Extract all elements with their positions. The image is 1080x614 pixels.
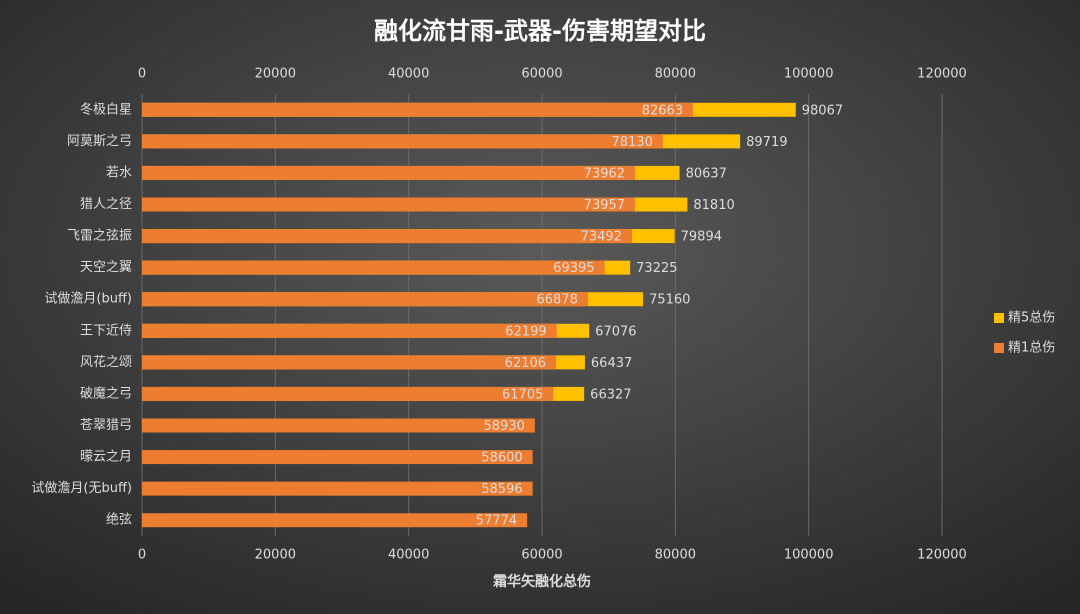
x-tick-label: 20000 (255, 67, 296, 82)
bar (142, 323, 557, 338)
y-tick-label: 冬极白星 (80, 101, 132, 117)
x-axis-label: 霜华矢融化总伤 (492, 573, 591, 590)
bar (142, 386, 554, 401)
data-label: 57774 (476, 514, 517, 529)
y-tick-label: 曚云之月 (80, 450, 132, 465)
x-tick-label: 20000 (255, 548, 296, 563)
y-tick-label: 苍翠猎弓 (80, 418, 132, 433)
data-label: 58600 (481, 451, 522, 466)
data-label: 78130 (612, 135, 653, 150)
data-label: 82663 (642, 103, 683, 118)
y-tick-label: 绝弦 (106, 512, 132, 528)
data-label: 73962 (584, 166, 625, 181)
data-label: 73225 (636, 261, 677, 276)
bar (142, 134, 663, 149)
bar (142, 513, 528, 528)
x-tick-label: 120000 (917, 548, 967, 563)
y-tick-label: 阿莫斯之弓 (67, 134, 132, 149)
data-label: 62106 (505, 356, 546, 371)
bar (142, 292, 588, 307)
y-tick-label: 试做澹月(无buff) (31, 481, 132, 496)
chart-title: 融化流甘雨-武器-伤害期望对比 (374, 17, 706, 45)
data-label: 66437 (591, 356, 632, 371)
data-label: 98067 (802, 103, 843, 118)
bar (142, 481, 533, 496)
data-label: 89719 (746, 135, 787, 150)
x-tick-label: 80000 (655, 548, 696, 563)
data-label: 73957 (584, 198, 625, 213)
x-tick-label: 80000 (655, 67, 696, 82)
data-label: 66878 (536, 293, 577, 308)
y-tick-label: 飞雷之弦振 (67, 228, 132, 244)
bar (142, 102, 694, 117)
bar (142, 165, 636, 180)
y-tick-label: 王下近侍 (80, 323, 132, 338)
x-tick-label: 60000 (521, 548, 562, 563)
data-label: 58930 (484, 419, 525, 434)
x-tick-label: 100000 (784, 67, 834, 82)
legend-swatch (994, 313, 1004, 323)
bar (142, 418, 535, 433)
data-label: 81810 (693, 198, 734, 213)
x-tick-label: 0 (138, 548, 146, 563)
y-tick-label: 试做澹月(buff) (44, 292, 132, 307)
bar (142, 355, 557, 370)
data-label: 61705 (502, 387, 543, 402)
data-label: 75160 (649, 293, 690, 308)
legend-swatch (994, 343, 1004, 353)
x-tick-label: 40000 (388, 548, 429, 563)
x-tick-label: 100000 (784, 548, 834, 563)
x-tick-label: 60000 (521, 67, 562, 82)
data-label: 67076 (595, 324, 636, 339)
x-tick-label: 40000 (388, 67, 429, 82)
data-label: 79894 (681, 230, 722, 245)
bar (142, 229, 632, 244)
y-tick-label: 破魔之弓 (80, 386, 132, 401)
bar (142, 450, 533, 465)
data-label: 58596 (481, 482, 522, 497)
y-tick-label: 猎人之径 (80, 197, 132, 212)
bar (142, 260, 605, 275)
data-label: 69395 (553, 261, 594, 276)
data-label: 66327 (590, 387, 631, 402)
data-label: 62199 (505, 324, 546, 339)
x-tick-label: 120000 (917, 67, 967, 82)
bar (142, 197, 636, 212)
legend-label: 精1总伤 (1008, 341, 1055, 356)
y-tick-label: 天空之翼 (80, 260, 132, 275)
x-tick-label: 0 (138, 67, 146, 82)
data-label: 73492 (581, 230, 622, 245)
legend-label: 精5总伤 (1008, 311, 1055, 326)
y-tick-label: 风花之颂 (80, 354, 132, 370)
y-tick-label: 若水 (106, 164, 132, 180)
data-label: 80637 (686, 166, 727, 181)
